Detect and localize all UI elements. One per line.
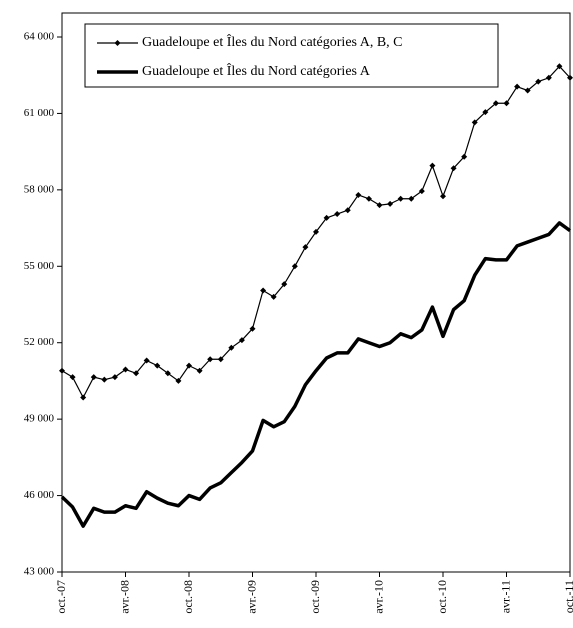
point-marker (154, 362, 161, 369)
x-tick-label: avr.-10 (371, 580, 385, 614)
legend-label: Guadeloupe et Îles du Nord catégories A (142, 62, 371, 79)
y-tick-label: 52 000 (24, 336, 55, 348)
point-marker (80, 394, 87, 401)
point-marker (387, 200, 394, 207)
legend-box (84, 23, 499, 88)
point-marker (334, 211, 341, 218)
y-tick-label: 55 000 (24, 260, 55, 272)
y-tick-label: 61 000 (24, 107, 55, 119)
point-marker (323, 214, 330, 221)
y-tick-label: 49 000 (24, 413, 55, 425)
point-marker (90, 374, 97, 381)
legend-label: Guadeloupe et Îles du Nord catégories A,… (142, 33, 403, 50)
point-marker (418, 188, 425, 195)
point-marker (450, 165, 457, 172)
y-tick-label: 58 000 (24, 183, 55, 195)
y-tick-label: 46 000 (24, 489, 55, 501)
series-line (60, 221, 572, 528)
x-tick-label: oct.-09 (308, 580, 322, 614)
point-marker (291, 263, 298, 270)
point-marker (281, 281, 288, 288)
point-marker (545, 74, 552, 81)
point-marker (207, 356, 214, 363)
point-marker (503, 100, 510, 107)
point-marker (471, 119, 478, 126)
y-tick-label: 43 000 (24, 566, 55, 578)
point-marker (238, 337, 245, 344)
point-marker (302, 244, 309, 251)
point-marker (567, 74, 573, 81)
x-tick-label: oct.-11 (562, 580, 573, 613)
point-marker (249, 325, 256, 332)
x-tick-label: oct.-10 (435, 580, 449, 614)
point-marker (59, 367, 65, 374)
point-marker (133, 370, 140, 377)
point-marker (429, 162, 436, 169)
point-marker (524, 87, 531, 94)
point-marker (175, 377, 182, 384)
point-marker (482, 109, 489, 116)
point-marker (355, 191, 362, 198)
point-marker (69, 374, 76, 381)
point-marker (186, 362, 192, 369)
x-tick-label: oct.-07 (54, 580, 68, 614)
point-marker (122, 366, 129, 373)
point-marker (344, 207, 351, 214)
point-marker (217, 356, 224, 363)
point-marker (440, 193, 446, 200)
point-marker (492, 100, 499, 107)
point-marker (397, 195, 404, 202)
point-marker (228, 344, 235, 351)
x-tick-label: avr.-11 (498, 580, 512, 613)
point-marker (376, 202, 383, 209)
point-marker (260, 287, 267, 294)
point-marker (164, 370, 171, 377)
point-marker (143, 357, 150, 364)
legend: Guadeloupe et Îles du Nord catégories A,… (84, 23, 499, 88)
point-marker (535, 78, 542, 85)
legend-marker (114, 40, 121, 46)
point-marker (365, 195, 372, 202)
plot-frame (61, 12, 571, 573)
point-marker (461, 153, 468, 160)
point-marker (556, 63, 563, 70)
x-tick-label: avr.-09 (244, 580, 258, 614)
point-marker (514, 83, 521, 90)
x-tick-label: oct.-08 (181, 580, 195, 614)
point-marker (270, 293, 277, 300)
point-marker (408, 195, 415, 202)
x-tick-label: avr.-08 (117, 580, 131, 614)
y-tick-label: 64 000 (24, 31, 55, 43)
point-marker (196, 367, 203, 374)
point-marker (313, 228, 319, 235)
point-marker (101, 376, 108, 383)
point-marker (111, 374, 118, 381)
